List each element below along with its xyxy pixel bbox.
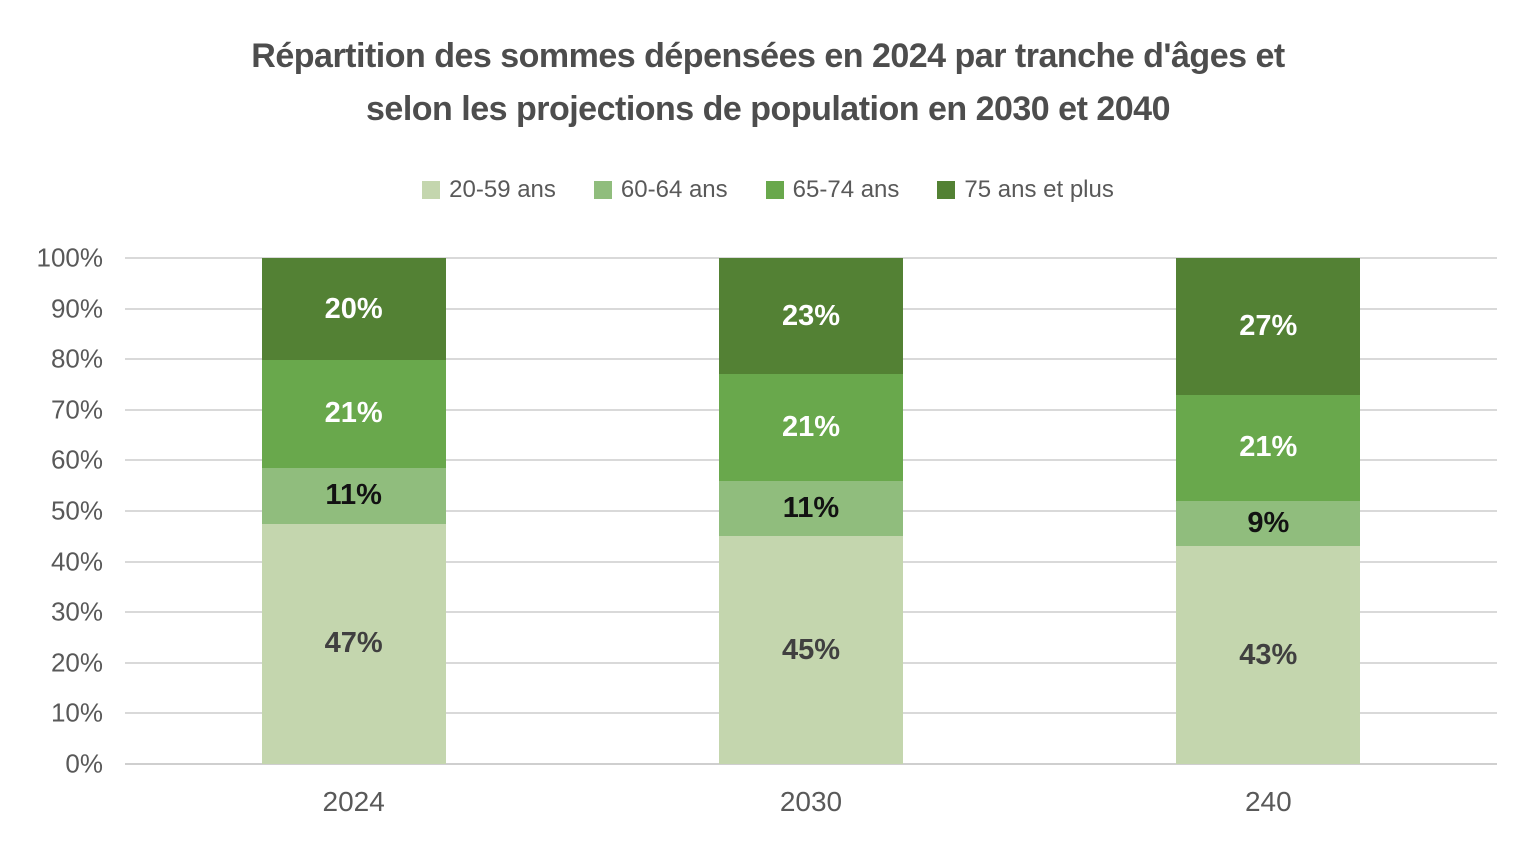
legend-swatch-icon: [937, 181, 956, 199]
legend-swatch-icon: [422, 181, 441, 199]
bar-segment: 27%: [1176, 258, 1361, 395]
bar-segment: 20%: [261, 258, 446, 361]
y-tick-label: 60%: [50, 444, 103, 475]
bar-slot: 45% 11% 21% 23%: [582, 258, 1039, 764]
bar-segment-label: 9%: [1247, 507, 1290, 540]
gridline: [125, 763, 1497, 765]
x-tick-label: 240: [1244, 786, 1292, 817]
bar-segment-label: 11%: [325, 479, 382, 512]
legend-item: 60-64 ans: [593, 176, 728, 204]
legend-item: 20-59 ans: [422, 176, 556, 204]
bar-segment: 21%: [719, 374, 903, 481]
chart-title-line1: Répartition des sommes dépensées en 2024…: [251, 37, 1285, 75]
bar-segment-label: 11%: [782, 491, 840, 524]
legend-swatch-icon: [765, 181, 784, 199]
bar-240: 43% 9% 21% 27%: [1176, 258, 1361, 764]
legend-label: 20-59 ans: [449, 176, 556, 203]
x-axis: 2024 2030 240: [125, 786, 1497, 818]
legend-label: 75 ans et plus: [964, 176, 1114, 203]
y-axis: 0% 10% 20% 30% 40% 50% 60% 70% 80% 90% 100%: [0, 243, 104, 779]
bar-segment-label: 21%: [781, 411, 840, 444]
bar-segment-label: 20%: [324, 292, 383, 325]
bar-segment-label: 23%: [781, 299, 840, 332]
y-tick-label: 0%: [65, 748, 103, 779]
y-tick-label: 30%: [50, 596, 103, 627]
legend-label: 60-64 ans: [620, 176, 728, 203]
bar-segment-label: 47%: [324, 627, 383, 660]
bar-segment: 23%: [719, 258, 903, 375]
x-tick-label: 2030: [779, 786, 843, 817]
legend-item: 75 ans et plus: [937, 176, 1114, 204]
y-tick-label: 70%: [50, 394, 103, 425]
chart-title: Répartition des sommes dépensées en 2024…: [0, 30, 1536, 136]
x-tick-label: 2024: [322, 786, 385, 817]
bars: 47% 11% 21% 20% 45% 11% 21% 23% 43% 9% 21% 27%: [125, 258, 1497, 764]
legend-item: 65-74 ans: [765, 176, 900, 204]
bar-segment: 21%: [1176, 394, 1361, 501]
legend-label: 65-74 ans: [792, 176, 900, 203]
bar-segment: 11%: [261, 467, 446, 524]
bar-segment: 9%: [1176, 500, 1361, 547]
bar-segment: 21%: [261, 360, 446, 468]
bar-segment: 11%: [719, 480, 903, 537]
bar-segment-label: 21%: [324, 397, 383, 430]
legend: 20-59 ans 60-64 ans 65-74 ans 75 ans et plu…: [0, 176, 1536, 204]
plot-area: 47% 11% 21% 20% 45% 11% 21% 23% 43% 9% 21% 27%: [125, 257, 1497, 765]
bar-2024: 47% 11% 21% 20%: [261, 258, 446, 764]
bar-segment: 47%: [261, 523, 446, 764]
y-tick-label: 50%: [50, 495, 103, 526]
y-tick-label: 80%: [50, 343, 103, 374]
bar-segment-label: 21%: [1239, 431, 1298, 464]
chart-title-line2: selon les projections de population en 2…: [366, 90, 1170, 128]
legend-swatch-icon: [593, 181, 612, 199]
y-tick-label: 100%: [36, 242, 104, 273]
bar-segment: 43%: [1176, 546, 1361, 764]
bar-slot: 47% 11% 21% 20%: [125, 258, 582, 764]
y-tick-label: 20%: [50, 647, 103, 678]
y-tick-label: 40%: [50, 546, 103, 577]
bar-slot: 43% 9% 21% 27%: [1040, 258, 1497, 764]
y-tick-label: 10%: [50, 697, 103, 728]
gridline: [125, 257, 1497, 259]
bar-2030: 45% 11% 21% 23%: [719, 258, 903, 764]
bar-segment-label: 45%: [781, 633, 840, 666]
bar-segment-label: 27%: [1239, 309, 1298, 342]
bar-segment: 45%: [719, 536, 903, 764]
y-tick-label: 90%: [50, 293, 103, 324]
bar-segment-label: 43%: [1239, 638, 1298, 671]
